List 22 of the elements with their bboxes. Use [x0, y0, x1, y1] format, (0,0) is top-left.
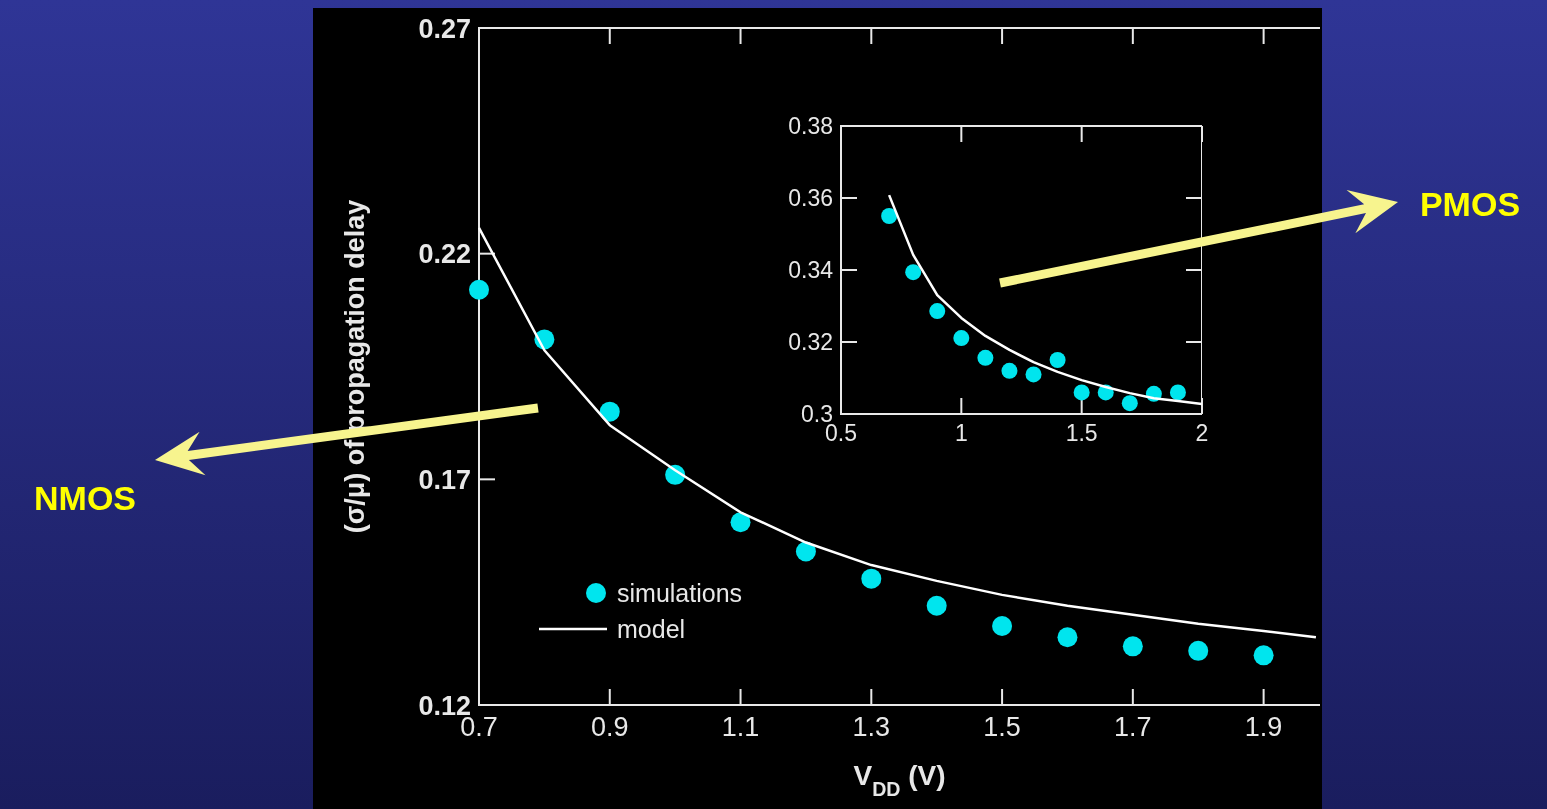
- x-tick-label: 1.7: [1114, 712, 1152, 742]
- y-tick-label: 0.22: [418, 239, 471, 270]
- x-tick-label: 1.1: [721, 712, 760, 742]
- x-tick-label: 1.9: [1244, 712, 1283, 742]
- y-tick-label: 0.34: [788, 257, 834, 284]
- y-tick-label: 0.17: [418, 465, 471, 496]
- y-tick-label: 0.32: [788, 329, 833, 356]
- x-axis-title: V$_{DD}$ (V): [853, 760, 946, 800]
- x-tick-label: 1: [954, 420, 968, 446]
- y-tick-label: 0.27: [418, 13, 471, 44]
- x-tick-label: 1.5: [983, 712, 1021, 742]
- x-tick-label: 1.5: [1065, 420, 1098, 446]
- x-tick-label: 0.9: [591, 712, 629, 742]
- x-tick-label: 1.3: [852, 712, 891, 742]
- y-axis-title: (σ/μ) of propagation delay: [340, 199, 370, 534]
- y-tick-label: 0.38: [788, 113, 833, 140]
- text: NMOS: [34, 479, 136, 517]
- legend-label: model: [617, 615, 686, 643]
- x-tick-label: 2: [1195, 420, 1209, 446]
- legend-label: simulations: [617, 579, 743, 607]
- y-tick-label: 0.36: [788, 185, 833, 212]
- text: PMOS: [1419, 185, 1521, 223]
